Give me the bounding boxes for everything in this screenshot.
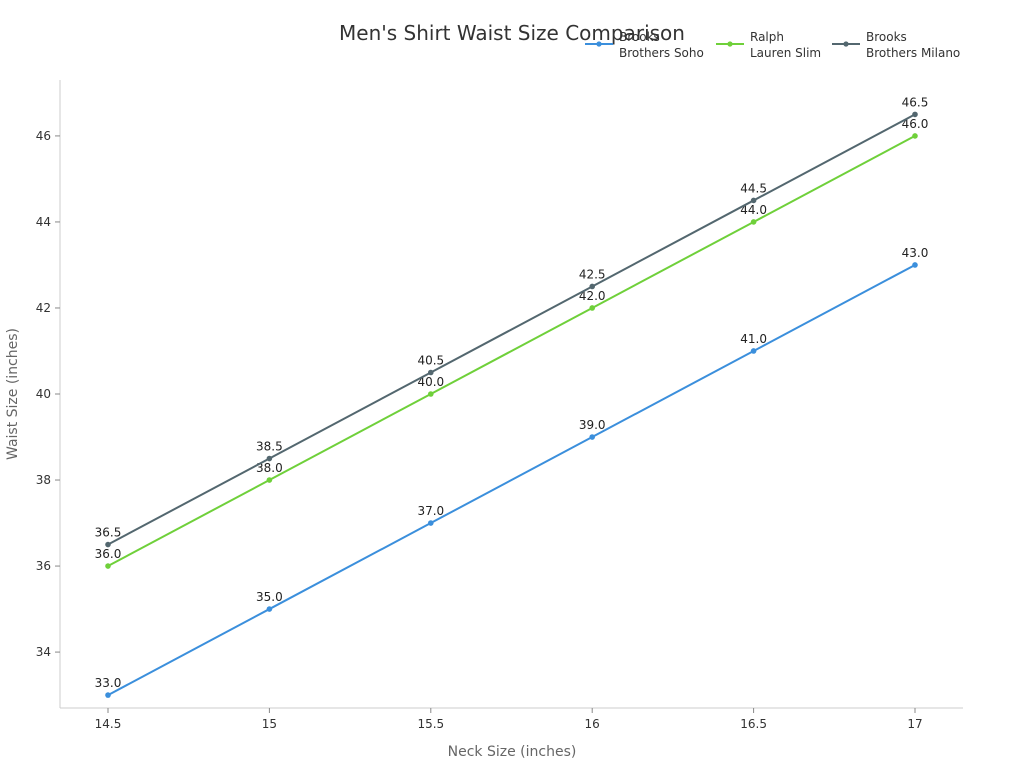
data-point — [750, 219, 757, 225]
data-label: 44.5 — [740, 181, 767, 195]
legend-label: Lauren Slim — [750, 46, 821, 60]
legend-label: Brooks — [866, 30, 907, 44]
data-point — [428, 369, 434, 376]
legend-label: Brothers Soho — [619, 46, 704, 60]
data-label: 33.0 — [95, 676, 122, 690]
data-label: 40.5 — [417, 353, 444, 367]
series-0: 33.0 35.0 37.0 39.0 41.0 43.0 — [95, 246, 929, 698]
x-tick-label: 15 — [262, 717, 277, 731]
data-label: 46.0 — [902, 117, 929, 131]
data-label: 42.5 — [579, 267, 606, 281]
series-line — [107, 113, 916, 546]
data-point — [266, 477, 273, 483]
y-tick-label: 36 — [36, 559, 51, 573]
legend-item: Brooks Brothers Soho — [585, 30, 704, 60]
legend-item: Ralph Lauren Slim — [716, 30, 821, 60]
data-label: 38.5 — [256, 440, 283, 454]
data-label: 35.0 — [256, 590, 283, 604]
data-point — [428, 520, 434, 526]
chart-title: Men's Shirt Waist Size Comparison — [339, 21, 685, 45]
y-ticks: 34 36 38 40 42 44 46 — [36, 129, 60, 659]
x-tick-label: 16.5 — [740, 717, 767, 731]
legend-swatch-marker — [596, 41, 602, 47]
legend: Brooks Brothers Soho Ralph Lauren Slim Brook… — [585, 30, 960, 60]
x-tick-label: 14.5 — [95, 717, 122, 731]
x-tick-label: 17 — [907, 717, 922, 731]
y-tick-label: 38 — [36, 473, 51, 487]
data-point — [428, 391, 434, 397]
axes — [59, 80, 963, 709]
data-label: 38.0 — [256, 461, 283, 475]
data-point — [589, 305, 595, 311]
y-tick-label: 46 — [36, 129, 51, 143]
y-tick-label: 42 — [36, 301, 51, 315]
data-point — [105, 563, 111, 569]
data-point — [589, 434, 595, 440]
data-label: 42.0 — [579, 289, 606, 303]
data-point — [912, 111, 918, 118]
series-line — [107, 264, 916, 696]
data-point — [912, 262, 918, 268]
legend-swatch-marker — [727, 41, 733, 47]
data-point — [589, 283, 595, 290]
x-ticks: 14.5 15 15.5 16 16.5 17 — [95, 708, 923, 731]
data-label: 37.0 — [417, 504, 444, 518]
y-tick-label: 34 — [36, 645, 51, 659]
y-tick-label: 40 — [36, 387, 51, 401]
data-point — [750, 197, 757, 204]
data-point — [750, 348, 757, 354]
data-point — [266, 455, 273, 462]
legend-label: Ralph — [750, 30, 784, 44]
data-label: 43.0 — [902, 246, 929, 260]
series-line — [107, 135, 916, 567]
x-tick-label: 15.5 — [417, 717, 444, 731]
x-tick-label: 16 — [585, 717, 600, 731]
legend-label: Brooks — [619, 30, 660, 44]
legend-label: Brothers Milano — [866, 46, 960, 60]
legend-item: Brooks Brothers Milano — [832, 30, 960, 60]
data-point — [266, 606, 273, 612]
legend-swatch-marker — [843, 41, 849, 47]
data-label: 41.0 — [740, 332, 767, 346]
y-axis-title: Waist Size (inches) — [5, 328, 21, 460]
y-tick-label: 44 — [36, 215, 51, 229]
data-label: 36.0 — [95, 547, 122, 561]
x-axis-title: Neck Size (inches) — [448, 744, 577, 760]
data-label: 39.0 — [579, 418, 606, 432]
data-label: 40.0 — [417, 375, 444, 389]
series-group: 33.0 35.0 37.0 39.0 41.0 43.0 36.0 38.0 40.0 42.0… — [95, 95, 929, 698]
data-label: 44.0 — [740, 203, 767, 217]
data-label: 36.5 — [95, 526, 122, 540]
data-label: 46.5 — [902, 95, 929, 109]
data-point — [912, 133, 918, 139]
data-point — [105, 541, 111, 548]
series-2: 36.5 38.5 40.5 42.5 44.5 46.5 — [95, 95, 929, 548]
data-point — [105, 692, 111, 698]
series-1: 36.0 38.0 40.0 42.0 44.0 46.0 — [95, 117, 929, 569]
